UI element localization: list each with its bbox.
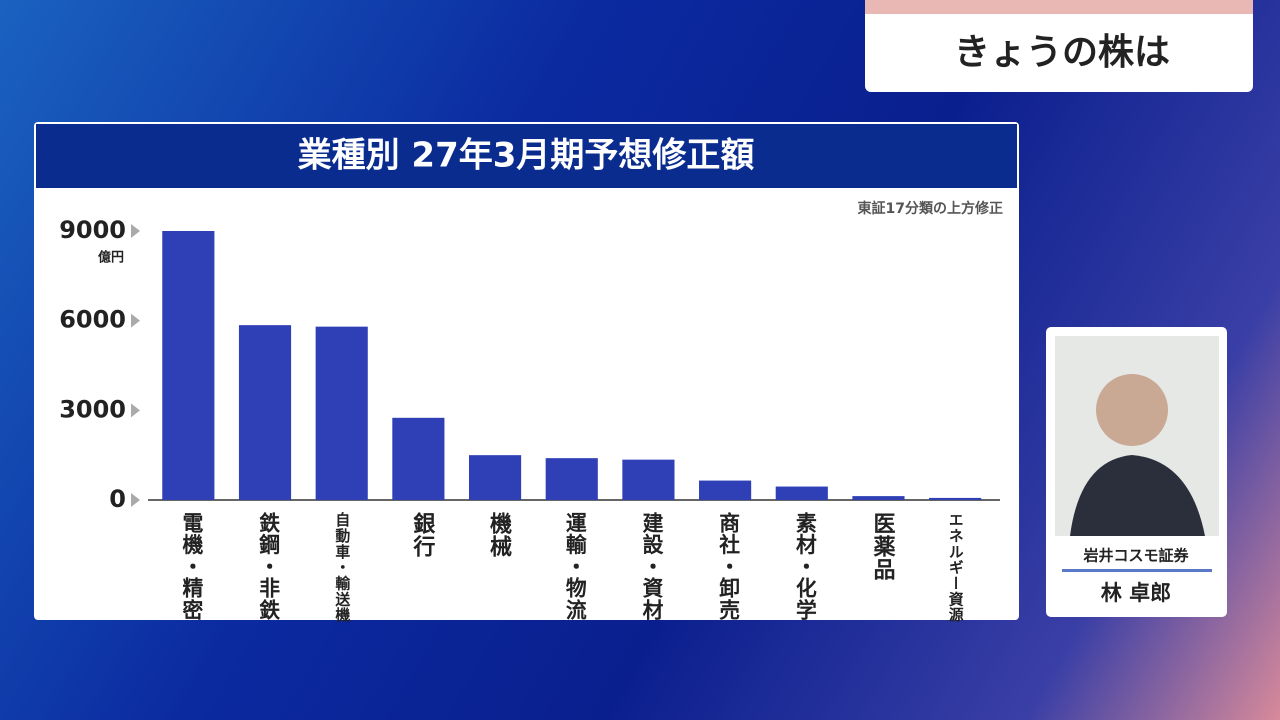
chart-title-bar [36,124,1017,188]
x-tick-label: 医薬品 [869,512,895,581]
x-tick-label: 鉄鋼・非鉄 [255,512,280,621]
x-tick-label: 機械 [486,512,512,558]
bar [162,231,215,500]
header-box [865,0,1253,92]
presenter-company: 岩井コスモ証券 [1082,547,1189,565]
bar [238,325,292,500]
bar [699,480,752,500]
photo-suit [1070,455,1205,536]
bar [392,417,445,500]
x-tick-label: 電機・精密 [178,512,203,621]
bar [622,459,675,500]
y-tick-label: 9000 [59,216,126,244]
x-tick-label: 運輸・物流 [562,512,587,621]
header-strip [865,0,1253,14]
y-tick-mark [131,403,140,418]
y-tick-mark [131,313,140,328]
x-tick-label: 自動車・輸送機 [333,512,352,623]
x-tick-label: 素材・化学 [792,512,817,621]
y-tick-label: 3000 [59,395,126,423]
y-tick-label: 6000 [59,306,126,334]
presenter-name: 林 卓郎 [1101,581,1171,605]
bar [468,455,522,500]
y-tick-mark [131,224,140,238]
chart-title: 業種別 27年3月期予想修正額 [298,136,755,176]
y-tick-label: 0 [109,485,126,513]
x-tick-label: 建設・資材 [639,512,664,621]
x-tick-label: 銀行 [409,512,435,558]
bar [315,326,368,500]
presenter-rule [1062,569,1212,572]
y-unit: 億円 [98,250,124,266]
y-tick-mark [131,493,140,507]
annotation: 東証17分類の上方修正 [858,200,1003,217]
bar [929,497,982,500]
bar [852,496,905,500]
bar [775,486,828,500]
photo-face [1096,374,1168,446]
x-tick-label: エネルギー資源 [946,512,965,623]
bar [545,458,598,500]
x-tick-label: 商社・卸売 [715,512,740,621]
segment-title: きょうの株は [954,32,1170,73]
